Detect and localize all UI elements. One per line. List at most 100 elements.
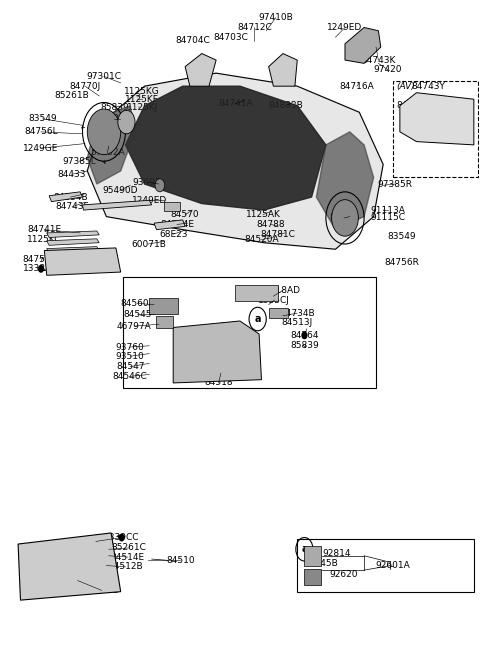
Text: 84741A: 84741A <box>397 102 432 110</box>
Polygon shape <box>83 200 152 210</box>
Text: 84570: 84570 <box>171 210 199 219</box>
Circle shape <box>119 534 124 541</box>
Text: 84755M: 84755M <box>23 255 59 263</box>
Text: 84783B: 84783B <box>96 114 131 123</box>
Polygon shape <box>47 239 99 246</box>
Bar <box>304 569 321 585</box>
Text: 84781C: 84781C <box>261 230 296 238</box>
Text: 1335CJ: 1335CJ <box>258 295 290 305</box>
Bar <box>149 298 178 314</box>
Polygon shape <box>400 93 474 145</box>
Text: 57132A: 57132A <box>90 148 125 157</box>
Polygon shape <box>49 192 83 202</box>
Text: 84546C: 84546C <box>112 372 147 381</box>
Text: a: a <box>254 314 261 324</box>
Text: 68E23: 68E23 <box>159 230 187 238</box>
Bar <box>123 276 376 388</box>
Text: 84515E: 84515E <box>84 586 119 595</box>
Circle shape <box>38 265 43 272</box>
Polygon shape <box>18 533 120 600</box>
Text: 84518: 84518 <box>204 379 233 388</box>
Circle shape <box>87 109 120 155</box>
Text: 85839: 85839 <box>290 341 319 350</box>
Text: 84712C: 84712C <box>237 23 272 32</box>
Text: 1339CC: 1339CC <box>104 533 139 542</box>
Circle shape <box>302 332 307 339</box>
Polygon shape <box>47 247 99 253</box>
Bar <box>156 316 173 328</box>
Text: 84520A: 84520A <box>244 235 279 244</box>
Polygon shape <box>44 248 120 275</box>
Text: 84756L: 84756L <box>24 127 58 136</box>
Polygon shape <box>316 132 373 230</box>
Text: 84743K: 84743K <box>361 56 396 65</box>
Text: 93510: 93510 <box>116 352 144 361</box>
Text: 84741A: 84741A <box>218 100 252 108</box>
Text: 84764: 84764 <box>290 331 319 340</box>
Polygon shape <box>47 254 99 261</box>
Polygon shape <box>125 86 326 210</box>
Text: 84704C: 84704C <box>175 36 210 45</box>
Bar <box>269 308 288 318</box>
Text: 1338AC: 1338AC <box>24 265 59 273</box>
Text: 84756R: 84756R <box>385 258 420 267</box>
Text: 1018AD: 1018AD <box>265 286 301 295</box>
Text: 95490D: 95490D <box>102 186 137 195</box>
Text: 1125KC: 1125KC <box>27 235 61 244</box>
Text: 93760: 93760 <box>116 343 144 352</box>
Text: 85261C: 85261C <box>112 544 147 552</box>
Polygon shape <box>47 231 99 238</box>
Text: 60071B: 60071B <box>131 240 166 248</box>
Polygon shape <box>345 28 381 64</box>
Text: 84741E: 84741E <box>27 225 61 234</box>
Polygon shape <box>154 220 185 230</box>
Bar <box>304 546 321 565</box>
Polygon shape <box>173 321 262 383</box>
Bar <box>235 285 278 301</box>
Text: 84545: 84545 <box>123 310 152 319</box>
Text: 97385L: 97385L <box>62 157 96 166</box>
Text: 46797A: 46797A <box>117 322 151 331</box>
Text: 97410B: 97410B <box>258 13 293 22</box>
Text: 84510: 84510 <box>166 556 195 565</box>
Text: 84744E: 84744E <box>160 220 194 229</box>
Text: 84513J: 84513J <box>282 318 313 327</box>
Text: 84514E: 84514E <box>111 553 145 561</box>
Text: 97301C: 97301C <box>86 72 121 81</box>
Text: 84734B: 84734B <box>280 309 314 318</box>
Text: 84834B: 84834B <box>53 193 88 202</box>
Text: 84743Y: 84743Y <box>411 82 445 90</box>
Polygon shape <box>185 54 216 86</box>
Polygon shape <box>87 73 383 250</box>
Text: 91113A: 91113A <box>371 206 406 215</box>
Text: 1125KG: 1125KG <box>124 87 160 96</box>
Text: 1249ED: 1249ED <box>327 23 362 32</box>
Text: 84703C: 84703C <box>213 33 248 42</box>
Circle shape <box>118 110 135 134</box>
Text: 97385R: 97385R <box>378 179 413 189</box>
Text: 92814: 92814 <box>323 550 351 558</box>
Polygon shape <box>87 105 135 184</box>
Bar <box>297 540 474 591</box>
Text: 85839: 85839 <box>330 214 359 223</box>
Text: 1125KJ: 1125KJ <box>127 103 158 111</box>
Text: 84770J: 84770J <box>69 82 100 90</box>
Circle shape <box>155 179 165 192</box>
Text: 92601A: 92601A <box>375 561 410 570</box>
Text: 1125KF: 1125KF <box>125 95 159 103</box>
Bar <box>164 202 180 212</box>
Text: 84788: 84788 <box>257 220 285 229</box>
Text: 93691: 93691 <box>132 178 161 187</box>
Text: 83549: 83549 <box>387 232 416 240</box>
Polygon shape <box>269 54 297 86</box>
Text: 92620: 92620 <box>330 570 358 578</box>
Text: a: a <box>301 544 308 554</box>
Circle shape <box>332 200 359 236</box>
Text: 84743F: 84743F <box>55 202 89 212</box>
Text: 84547: 84547 <box>116 362 144 371</box>
Text: 83549: 83549 <box>28 114 57 123</box>
Text: 18645B: 18645B <box>304 559 338 568</box>
Text: 84716A: 84716A <box>339 82 374 90</box>
Text: 91115C: 91115C <box>371 214 406 223</box>
Text: 1125AK: 1125AK <box>245 210 280 219</box>
